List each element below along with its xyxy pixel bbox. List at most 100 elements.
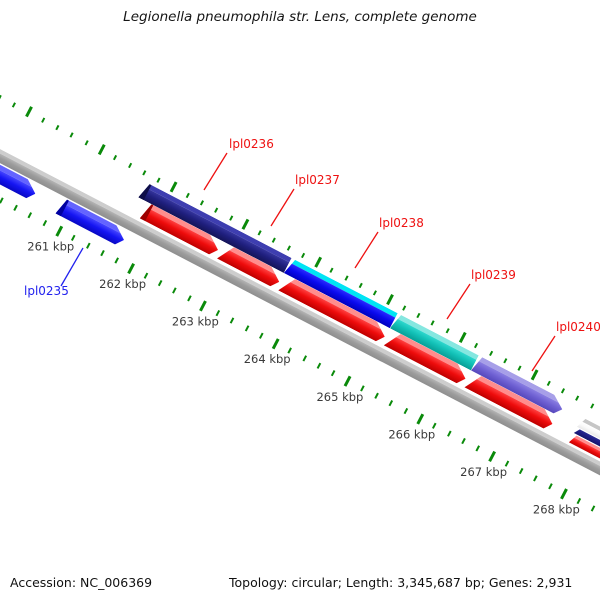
ruler-minor-tick-lower [100, 249, 105, 256]
leader-line-lpl0235 [60, 247, 84, 287]
leader-line-lpl0239 [446, 283, 471, 320]
gene-label-lpl0239[interactable]: lpl0239 [471, 268, 516, 282]
ruler-minor-tick-upper [474, 342, 479, 349]
ruler-major-tick-upper [97, 143, 106, 155]
ruler-minor-tick-lower [13, 204, 18, 211]
genome-track: 261 kbp 262 kbp 263 kbp 264 kbp 265 kbp 266 k… [0, 94, 600, 517]
ruler-minor-tick-lower [519, 467, 524, 474]
ruler-minor-tick-upper [84, 139, 89, 146]
ruler-minor-tick-lower [389, 400, 394, 407]
ruler-minor-tick-lower [28, 212, 33, 219]
ruler-major-tick-lower [488, 450, 497, 462]
ruler-minor-tick-lower [172, 287, 177, 294]
ruler-minor-tick-upper [560, 387, 566, 394]
ruler-minor-tick-lower [158, 279, 163, 286]
ruler-minor-tick-upper [113, 154, 118, 161]
page-title: Legionella pneumophila str. Lens, comple… [123, 9, 477, 25]
ruler-major-tick-lower [55, 224, 63, 237]
leader-line-lpl0236 [203, 152, 228, 191]
ruler-minor-tick-lower [475, 445, 481, 452]
ruler-minor-tick-lower [374, 392, 380, 399]
ruler-major-tick-lower [560, 488, 569, 500]
gene-label-lpl0240[interactable]: lpl0240 [556, 320, 600, 334]
box-top-face [0, 143, 600, 502]
ruler-minor-tick-upper [445, 327, 450, 334]
status-accession: Accession: NC_006369 [10, 575, 153, 590]
ruler-minor-tick-lower [244, 325, 250, 331]
ruler-label: 264 kbp [243, 352, 291, 367]
ruler-minor-tick-upper [228, 214, 234, 221]
ruler-label: 267 kbp [460, 464, 508, 479]
ruler-minor-tick-upper [517, 365, 522, 371]
ruler-label: 263 kbp [171, 314, 219, 329]
ruler-major-tick-lower [127, 262, 136, 274]
ruler-minor-tick-upper [344, 274, 349, 281]
ruler-minor-tick-upper [214, 207, 219, 214]
box-front-face [0, 147, 600, 511]
box-front-face [138, 187, 289, 273]
ruler-minor-tick-upper [575, 395, 580, 401]
ruler-minor-tick-lower [446, 430, 452, 437]
ruler-minor-tick-upper [185, 192, 190, 198]
ruler-minor-tick-upper [589, 402, 595, 409]
gene-label-lpl0236[interactable]: lpl0236 [229, 137, 274, 151]
gene-label-lpl0235[interactable]: lpl0235 [24, 284, 69, 298]
ruler-minor-tick-upper [416, 312, 421, 319]
ruler-minor-tick-lower [230, 317, 235, 324]
ruler-minor-tick-upper [272, 237, 277, 244]
ruler-minor-tick-lower [591, 505, 596, 512]
ruler-minor-tick-upper [300, 252, 306, 259]
ruler-minor-tick-lower [331, 370, 336, 376]
ruler-minor-tick-upper [0, 94, 3, 101]
ruler-minor-tick-upper [41, 117, 46, 123]
ruler-minor-tick-upper [402, 304, 407, 311]
gene-label-lpl0237[interactable]: lpl0237 [295, 173, 340, 187]
ruler-minor-tick-lower [259, 332, 264, 339]
ruler-minor-tick-lower [42, 219, 47, 226]
ruler-minor-tick-upper [199, 199, 205, 206]
ruler-major-tick-upper [25, 106, 33, 118]
ruler-minor-tick-lower [302, 355, 307, 361]
ruler-minor-tick-upper [358, 282, 364, 289]
backbone-ribbon [0, 143, 600, 510]
leader-line-lpl0237 [270, 188, 295, 227]
ruler-minor-tick-upper [546, 380, 551, 386]
ruler-major-tick-lower [199, 300, 208, 312]
ruler-minor-tick-upper [156, 177, 161, 183]
status-topology-length-genes: Topology: circular; Length: 3,345,687 bp… [229, 575, 573, 590]
ruler-minor-tick-lower [186, 295, 192, 301]
ruler-minor-tick-lower [0, 197, 4, 204]
ruler-label: 261 kbp [27, 239, 75, 254]
ruler-minor-tick-lower [316, 362, 322, 369]
ruler-major-tick-upper [169, 181, 178, 193]
ruler-minor-tick-upper [373, 289, 378, 296]
ruler-major-tick-lower [271, 337, 280, 349]
ruler-minor-tick-upper [503, 357, 508, 364]
ruler-minor-tick-upper [488, 350, 493, 356]
ruler-major-tick-upper [458, 331, 467, 343]
ruler-minor-tick-lower [533, 475, 538, 482]
leader-line-lpl0238 [354, 231, 379, 269]
ruler-major-tick-lower [343, 375, 352, 387]
gene-label-lpl0238[interactable]: lpl0238 [379, 216, 424, 230]
ruler-major-tick-lower [416, 412, 424, 424]
ruler-minor-tick-lower [114, 257, 120, 264]
ruler-minor-tick-upper [286, 244, 291, 251]
ruler-minor-tick-lower [461, 437, 466, 444]
ruler-minor-tick-upper [329, 267, 335, 274]
ruler-minor-tick-upper [69, 132, 75, 138]
ruler-major-tick-upper [241, 218, 250, 231]
ruler-minor-tick-upper [257, 229, 262, 236]
ruler-minor-tick-upper [55, 124, 60, 131]
ruler-label: 268 kbp [532, 502, 580, 517]
ruler-label: 266 kbp [388, 427, 436, 442]
ruler-minor-tick-upper [127, 162, 132, 168]
ruler-minor-tick-lower [403, 407, 408, 414]
ruler-minor-tick-upper [12, 101, 17, 108]
ruler-minor-tick-lower [547, 482, 553, 489]
leader-line-lpl0240 [531, 335, 556, 372]
ruler-label: 262 kbp [99, 277, 147, 292]
ruler-major-tick-upper [386, 294, 394, 306]
ruler-minor-tick-lower [85, 242, 91, 249]
ruler-major-tick-upper [314, 256, 322, 268]
